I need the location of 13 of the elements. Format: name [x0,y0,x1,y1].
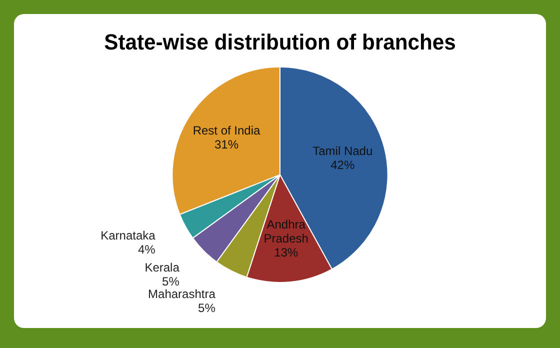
slice-label: Maharashtra [148,286,216,301]
data-label: 42% [330,158,355,172]
slice-label: Tamil Nadu [312,144,373,158]
data-label: 5% [162,274,180,289]
slice-label: Andhra Pradesh [264,217,308,246]
slice-label: Rest of India [192,124,261,138]
data-label: 4% [138,242,156,257]
data-label: 13% [274,245,298,260]
data-label: 31% [214,138,239,152]
chart-title: State-wise distribution of branches [104,28,456,54]
data-label: 5% [198,300,216,315]
slice-label: Karnataka [100,228,156,243]
slice-label: Kerala [144,260,180,275]
